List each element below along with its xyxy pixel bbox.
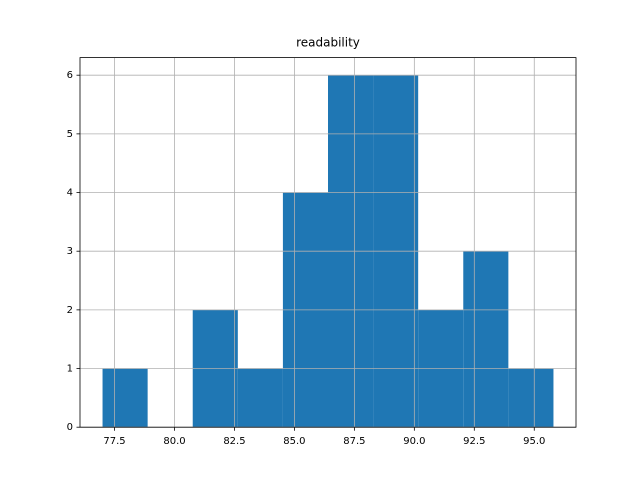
bar [237, 368, 283, 428]
y-tick-label: 6 [67, 70, 73, 81]
bar [463, 251, 509, 428]
x-tick-label: 85.0 [283, 436, 305, 447]
y-tick-label: 2 [67, 305, 73, 316]
chart-title: readability [296, 36, 360, 50]
y-tick-label: 1 [67, 364, 73, 375]
x-tick-label: 95.0 [523, 436, 545, 447]
x-tick-label: 87.5 [343, 436, 365, 447]
y-tick-label: 5 [67, 129, 73, 140]
x-tick-label: 82.5 [223, 436, 245, 447]
y-tick-label: 0 [67, 422, 73, 433]
bar [508, 368, 554, 428]
y-tick-label: 4 [67, 188, 73, 199]
x-tick-label: 77.5 [103, 436, 125, 447]
x-tick-label: 90.0 [403, 436, 425, 447]
plot-frame [79, 57, 577, 428]
x-tick-label: 80.0 [163, 436, 185, 447]
y-tick-label: 3 [67, 246, 73, 257]
x-tick-label: 92.5 [463, 436, 485, 447]
bar [102, 368, 148, 428]
